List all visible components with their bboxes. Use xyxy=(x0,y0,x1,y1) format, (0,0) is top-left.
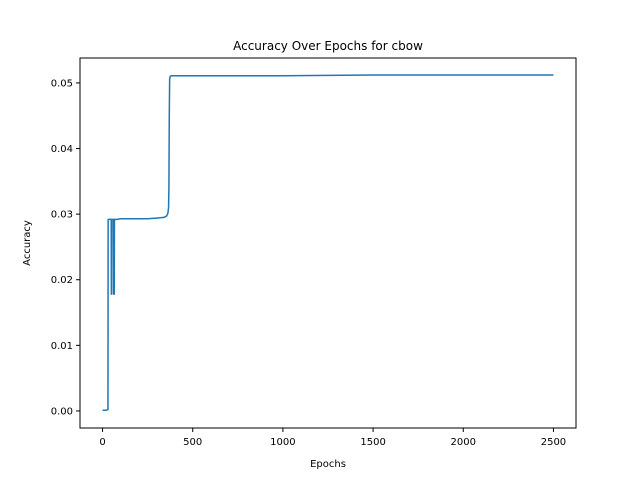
y-tick-label: 0.02 xyxy=(51,275,73,286)
x-tick-label: 0 xyxy=(99,437,105,448)
series-line-0 xyxy=(102,74,554,412)
x-tick-label: 2000 xyxy=(451,437,476,448)
x-axis: 0 500 1000 1500 2000 2500 xyxy=(99,428,566,448)
x-tick-label: 1000 xyxy=(270,437,295,448)
series-layer xyxy=(102,74,554,412)
y-tick-label: 0.04 xyxy=(51,144,73,155)
y-tick-label: 0.01 xyxy=(51,341,73,352)
x-tick-label: 2500 xyxy=(541,437,566,448)
y-tick-label: 0.05 xyxy=(51,78,73,89)
x-tick-label: 1500 xyxy=(360,437,385,448)
x-tick-label: 500 xyxy=(183,437,202,448)
y-axis-label: Accuracy xyxy=(22,220,33,266)
plot-frame xyxy=(79,57,577,429)
x-axis-label: Epochs xyxy=(310,459,346,470)
chart-title: Accuracy Over Epochs for cbow xyxy=(233,39,423,53)
y-axis: 0.00 0.01 0.02 0.03 0.04 0.05 xyxy=(51,78,80,417)
y-tick-label: 0.03 xyxy=(51,210,73,221)
y-tick-label: 0.00 xyxy=(51,406,73,417)
